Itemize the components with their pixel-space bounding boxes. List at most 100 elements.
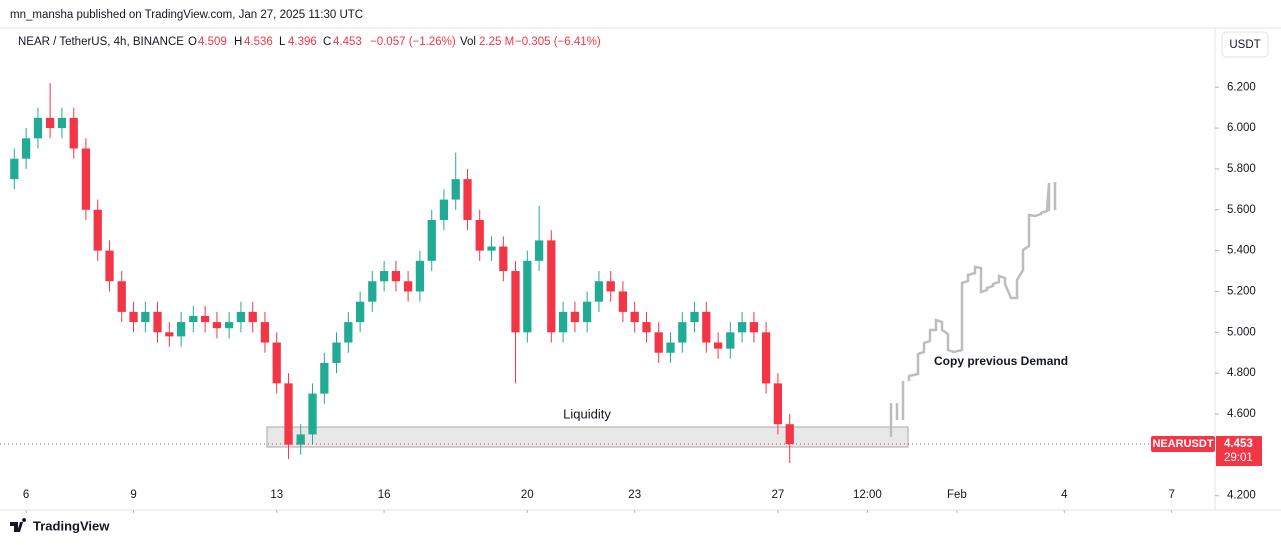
candle-body <box>224 322 234 329</box>
price-tag-price: 4.453 <box>1224 438 1253 450</box>
x-tick-label: 12:00 <box>853 489 882 501</box>
candle-body <box>260 322 270 343</box>
candle-body <box>391 271 401 282</box>
currency[interactable]: USDT <box>1229 39 1260 51</box>
logo-icon <box>10 518 27 532</box>
candle-body <box>177 322 186 337</box>
x-tick-label: 6 <box>23 489 29 501</box>
candle-body <box>487 246 496 251</box>
y-tick-label: 4.600 <box>1227 408 1256 420</box>
candle-body <box>463 179 472 220</box>
candle-body <box>547 240 556 333</box>
logo: TradingView <box>10 518 110 533</box>
candle-body <box>785 424 794 445</box>
annotation: Liquidity <box>563 406 611 421</box>
vol-label: Vol <box>460 36 476 48</box>
candle-body <box>379 271 389 282</box>
candle-body <box>630 311 639 323</box>
price-tag: NEARUSDT 4.453 29:01 <box>1151 436 1262 467</box>
candle-body <box>427 219 436 261</box>
candle-body <box>773 383 783 425</box>
candle-body <box>296 434 305 445</box>
y-tick-label: 5.800 <box>1227 163 1256 175</box>
y-tick-label: 6.200 <box>1227 81 1256 93</box>
annotation: Copy previous Demand <box>934 354 1068 368</box>
candle-body <box>93 209 102 251</box>
candle-body <box>272 342 281 384</box>
candle-body <box>570 311 580 323</box>
candle-body <box>189 315 198 323</box>
x-tick-label: 16 <box>378 489 391 501</box>
c-label: C <box>323 36 331 48</box>
candle-body <box>690 311 699 323</box>
candle-body <box>499 246 508 272</box>
projection-drawing <box>889 182 1057 437</box>
candle-body <box>678 322 687 343</box>
candle-body <box>332 342 341 363</box>
close: 4.453 <box>333 36 362 48</box>
l-label: L <box>279 36 286 48</box>
candle-body <box>153 311 162 333</box>
low: 4.396 <box>288 36 317 48</box>
candle-body <box>10 158 19 180</box>
liquidity-zone <box>266 426 909 448</box>
candle-body <box>558 311 568 333</box>
candle-body <box>33 117 43 139</box>
x-tick-label: 13 <box>270 489 283 501</box>
candle-body <box>582 301 592 323</box>
vol-change: −0.305 (−6.41%) <box>515 36 601 48</box>
o-label: O <box>188 36 197 48</box>
candle-body <box>105 250 114 282</box>
change: −0.057 (−1.26%) <box>370 36 456 48</box>
price-tag-symbol: NEARUSDT <box>1152 438 1213 450</box>
candle-body <box>475 219 484 251</box>
x-tick-label: 23 <box>628 489 641 501</box>
candle-body <box>81 148 91 210</box>
candle-body <box>236 311 246 323</box>
y-tick-label: 5.600 <box>1227 204 1256 216</box>
currency-button[interactable] <box>1221 31 1269 58</box>
candle-body <box>606 281 615 292</box>
candle-body <box>248 311 257 323</box>
price-tag-symbol-bg <box>1151 436 1215 453</box>
x-tick-label: 27 <box>772 489 785 501</box>
candle-body <box>45 117 55 129</box>
y-tick-label: 5.400 <box>1227 245 1256 257</box>
candle-body <box>534 240 544 261</box>
y-tick-label: 4.800 <box>1227 367 1256 379</box>
candle-body <box>654 332 663 353</box>
candle-body <box>403 281 413 292</box>
volume: 2.25 M <box>479 36 514 48</box>
published-line: mn_mansha published on TradingView.com, … <box>10 9 363 21</box>
open: 4.509 <box>198 36 227 48</box>
h-label: H <box>234 36 242 48</box>
y-tick-label: 5.200 <box>1227 285 1256 297</box>
candle-body <box>355 301 365 323</box>
candle-body <box>69 117 78 149</box>
high: 4.536 <box>244 36 273 48</box>
x-tick-label: 4 <box>1061 489 1068 501</box>
candle-body <box>523 260 532 333</box>
x-tick-label: Feb <box>947 489 967 501</box>
brand: TradingView <box>33 518 110 533</box>
x-tick-label: 9 <box>130 489 136 501</box>
candle-body <box>749 322 759 333</box>
candle-body <box>439 199 449 220</box>
candle-body <box>451 179 460 200</box>
candle-body <box>511 271 520 333</box>
symbol: NEAR / TetherUS, 4h, BINANCE <box>18 36 184 48</box>
candle-body <box>761 332 771 384</box>
price-tag-countdown: 29:01 <box>1224 452 1253 464</box>
candle-body <box>284 383 293 445</box>
candle-body <box>57 117 67 129</box>
candle-body <box>642 322 651 333</box>
candle-body <box>726 332 735 349</box>
candle-body <box>141 311 150 323</box>
x-tick-label: 7 <box>1168 489 1174 501</box>
candle-body <box>129 311 138 323</box>
candle-body <box>702 311 711 343</box>
candle-body <box>320 362 329 394</box>
candle-body <box>415 260 425 292</box>
